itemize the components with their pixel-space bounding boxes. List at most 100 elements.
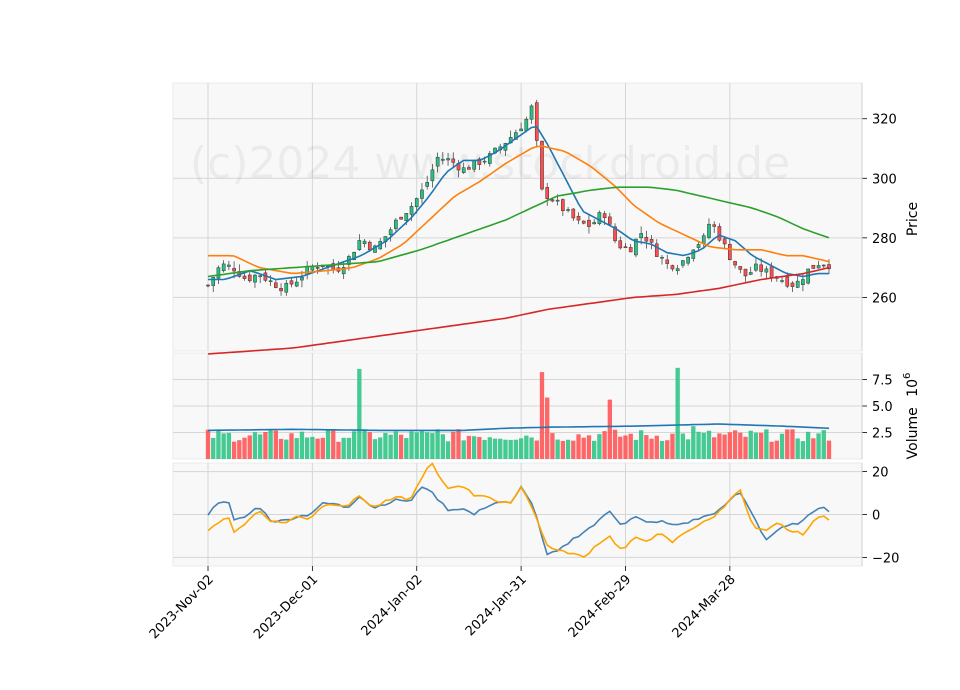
volume-bar [492,438,498,459]
y-tick-label: 260 [872,291,897,306]
volume-bar [691,426,696,459]
volume-bar [633,439,639,459]
y-tick-label: 20 [872,466,889,481]
candle-body [477,158,482,165]
candle-body [399,216,403,220]
volume-bar [785,429,790,459]
candle-body [388,229,393,235]
candle-body [592,222,596,225]
candle-body [420,189,424,199]
moving-averages [207,125,830,355]
candle-body [613,226,617,242]
volume-bar [623,435,628,459]
candle-body [227,264,231,267]
volume-bar [758,432,764,459]
volume-bar [560,440,566,459]
volume-bar [398,434,404,459]
y-tick-label: 2.5 [872,427,893,442]
candle-body [764,268,769,273]
volume-bar [299,431,305,459]
candle-body [644,236,649,242]
candle-body [487,153,492,164]
y-tick-label: −20 [872,551,899,566]
candle-body [294,281,299,287]
volume-bar [388,434,393,459]
candle-body [258,275,263,277]
volume-average-line [207,423,830,432]
x-tick-label: 2023-Dec-01 [251,572,321,642]
volume-bar [461,440,466,459]
volume-bar [649,438,654,459]
volume-bar [435,429,440,459]
candle-body [691,249,696,259]
candle-body [738,266,743,270]
volume-bar [816,433,821,459]
candle-body [534,102,539,141]
candle-body [628,247,633,253]
volume-bar [440,434,445,459]
y-tick-label: 320 [872,113,897,128]
volume-bar [826,440,832,459]
candle-body [576,215,581,221]
volume-bar [456,429,461,459]
price-axis-label: Price [905,202,921,236]
volume-bar [346,437,352,459]
volume-bar [430,433,435,459]
candle-body [414,198,419,208]
volume-bar [821,430,826,459]
volume-bar [451,431,456,459]
volume-bar [748,430,753,459]
candle-body [571,208,576,219]
volume-bar [341,437,346,459]
candle-body [274,282,278,288]
candle-body [717,226,722,241]
candle-body [305,266,309,275]
volume-bar [675,367,680,459]
volume-bar [383,432,388,459]
volume-bar [466,435,472,459]
candle-body [545,187,550,199]
candle-body [232,268,236,272]
volume-bar [706,430,712,459]
volume-bar [628,433,633,459]
volume-bar [769,441,774,459]
volume-bar [701,432,706,459]
candle-body [253,274,257,283]
candle-body [769,266,774,278]
volume-bar [211,437,216,459]
volume-bar [320,437,325,459]
price-panel [172,82,863,352]
volume-bar [226,432,232,459]
volume-bar [727,432,733,459]
volume-bar [268,429,273,459]
candle-body [425,182,429,187]
candle-body [743,268,748,277]
x-tick-label: 2024-Feb-29 [566,572,635,641]
volume-bar [205,429,211,459]
volume-bar [445,441,451,459]
oscillator-lines [207,462,830,559]
candle-body [555,199,560,202]
volume-bar [216,430,221,459]
candle-body [728,244,732,261]
volume-bar [670,433,675,459]
candlesticks [206,99,831,296]
candle-body [821,264,826,267]
candle-body [221,263,226,272]
candle-body [467,167,471,170]
moving-average-line [207,266,830,355]
candle-body [279,288,283,292]
volume-bars [205,367,832,459]
volume-bar [278,438,284,459]
candle-body [733,261,737,266]
candle-body [623,246,628,248]
volume-bar [659,440,665,459]
candle-body [701,235,706,244]
volume-bar [696,431,701,459]
volume-bar [743,436,748,459]
volume-bar [592,440,597,459]
candle-body [451,158,456,163]
volume-bar [805,431,811,459]
volume-bar [602,431,607,459]
